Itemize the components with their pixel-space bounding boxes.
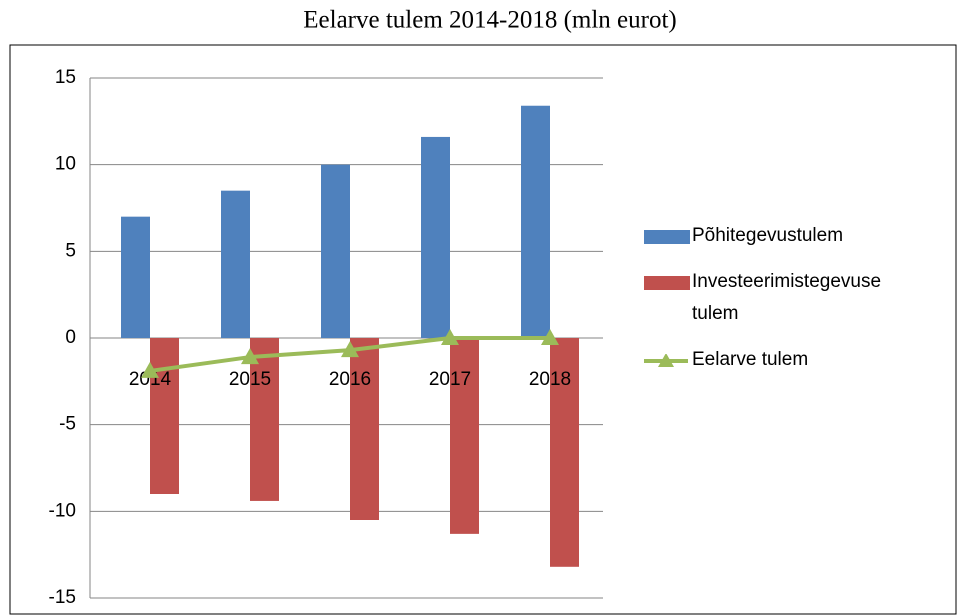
line-marker — [341, 341, 359, 358]
bar — [550, 338, 579, 567]
bar — [221, 190, 250, 338]
x-tick-label: 2014 — [129, 369, 172, 390]
line-marker — [241, 348, 259, 365]
x-tick-label: 2017 — [429, 369, 471, 390]
y-tick-label: -15 — [49, 587, 76, 608]
bar — [121, 216, 150, 338]
legend-label: Põhitegevustulem — [692, 225, 844, 246]
chart-title: Eelarve tulem 2014-2018 (mln eurot) — [303, 7, 677, 34]
y-tick-label: 0 — [65, 327, 76, 348]
y-tick-label: 5 — [65, 240, 76, 261]
legend-item: Põhitegevustulem — [640, 220, 860, 252]
chart-border — [9, 44, 957, 615]
legend-item: Investeerimistegevuse tulem — [640, 266, 882, 330]
line-marker — [141, 361, 159, 378]
line-marker — [541, 329, 559, 345]
legend-item: Eelarve tulem — [640, 344, 860, 376]
legend-label: Investeerimistegevuse tulem — [692, 271, 882, 324]
y-tick-label: 15 — [55, 67, 76, 88]
x-tick-label: 2016 — [329, 369, 371, 390]
line-marker — [441, 329, 459, 345]
x-tick-label: 2018 — [529, 369, 571, 390]
y-tick-label: -5 — [59, 414, 76, 435]
x-tick-label: 2015 — [229, 369, 271, 390]
bar — [150, 338, 179, 494]
y-tick-label: 10 — [55, 154, 76, 175]
legend: Põhitegevustulem Investeerimistegevuse tu… — [640, 220, 882, 390]
bar — [421, 136, 450, 338]
legend-swatch — [644, 230, 690, 244]
legend-label: Eelarve tulem — [692, 349, 809, 370]
bar — [350, 338, 379, 520]
bar — [521, 105, 550, 338]
legend-swatch — [644, 354, 688, 367]
y-tick-label: -10 — [49, 500, 76, 521]
bar — [450, 338, 479, 534]
bar — [321, 164, 350, 338]
legend-swatch — [644, 276, 690, 290]
bar — [250, 338, 279, 501]
